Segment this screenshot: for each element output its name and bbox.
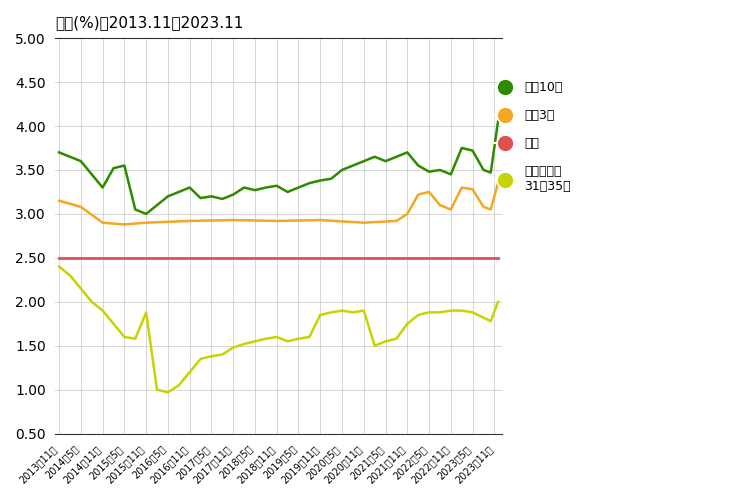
Legend: 固定10年, 固定3年, 変動, 全期間固定
31〜35年: 固定10年, 固定3年, 変動, 全期間固定 31〜35年 [488, 76, 576, 198]
Text: 年利(%)　2013.11〜2023.11: 年利(%) 2013.11〜2023.11 [56, 15, 244, 30]
